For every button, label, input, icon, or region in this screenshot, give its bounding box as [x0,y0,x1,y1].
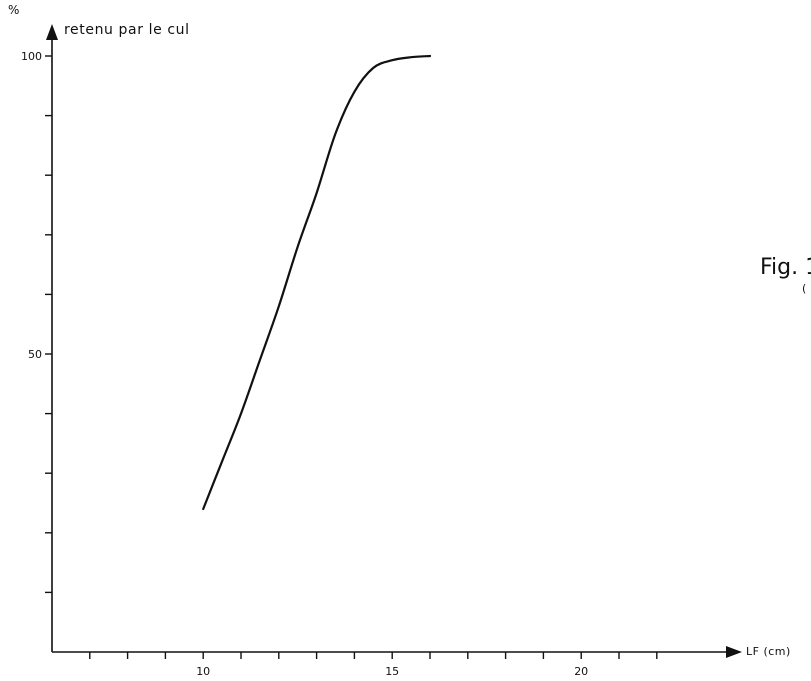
data-point [335,133,337,135]
data-point [202,508,204,510]
y-axis-arrow [46,24,58,40]
figure-fragment: ( [802,282,807,295]
x-tick-label: 10 [196,665,210,678]
axes [46,24,742,658]
data-point [391,59,393,61]
y-tick-label: 100 [21,50,42,63]
data-point [316,192,318,194]
series-line [202,54,432,511]
figure-label: Fig. 1- [760,255,811,280]
x-tick-label: 20 [574,665,588,678]
data-point [372,67,374,69]
y-tick-label: 50 [28,348,42,361]
x-tick-label: 15 [385,665,399,678]
data-point [259,359,261,361]
series-group [202,54,432,511]
x-ticks: 10 15 20 [89,652,658,678]
data-point [410,56,412,58]
y-axis-title: retenu par le cul [64,22,190,38]
y-unit-label: % [8,3,19,17]
data-point [354,91,356,93]
data-point [297,246,299,248]
data-point [240,413,242,415]
data-point [429,55,431,57]
data-point [221,460,223,462]
x-axis-arrow [726,646,742,658]
y-ticks: 50 100 [21,50,52,594]
data-point [278,305,280,307]
x-axis-title: LF (cm) [746,645,791,658]
